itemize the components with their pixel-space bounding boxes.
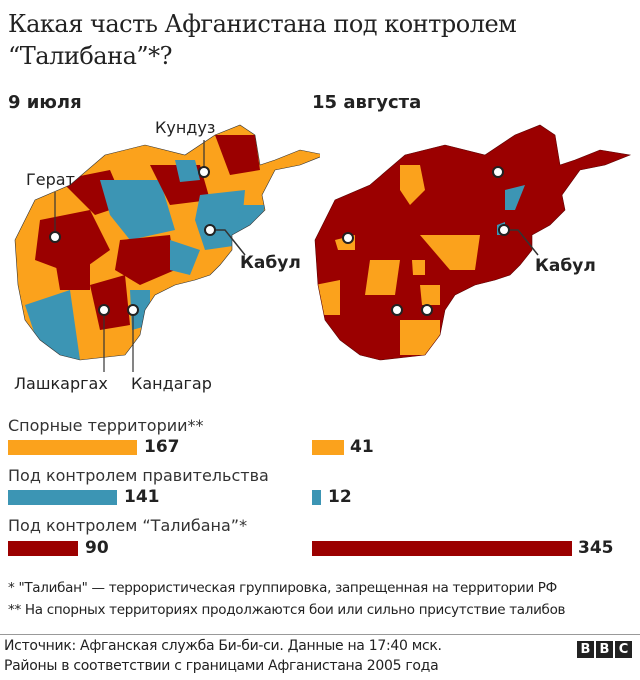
value-taliban-august: 345 bbox=[578, 538, 614, 558]
bar-contested-august bbox=[312, 440, 344, 455]
city-label-kabul-july: Кабул bbox=[240, 253, 301, 273]
bbc-logo-letter: B bbox=[596, 641, 613, 658]
city-label-lashkargah: Лашкаргах bbox=[14, 374, 108, 393]
date-august: 15 августа bbox=[312, 92, 422, 113]
source-line-1: Источник: Афганская служба Би-би-си. Дан… bbox=[4, 638, 442, 654]
bbc-logo-letter: B bbox=[577, 641, 594, 658]
city-marker-kabul-aug bbox=[498, 224, 510, 236]
bbc-logo-letter: C bbox=[615, 641, 632, 658]
source-line-2: Районы в соответствии с границами Афгани… bbox=[4, 658, 439, 674]
page-title: Какая часть Афганистана под контролем “Т… bbox=[8, 10, 517, 70]
divider bbox=[0, 634, 640, 635]
footnote-2: ** На спорных территориях продолжаются б… bbox=[8, 602, 566, 618]
value-contested-august: 41 bbox=[350, 437, 374, 457]
city-marker-kabul bbox=[204, 224, 216, 236]
value-government-august: 12 bbox=[328, 487, 352, 507]
map-july bbox=[14, 124, 320, 372]
legend-label-taliban: Под контролем “Талибана”* bbox=[8, 516, 248, 535]
city-label-kunduz: Кундуз bbox=[155, 118, 216, 137]
legend-label-government: Под контролем правительства bbox=[8, 466, 269, 485]
bbc-logo: B B C bbox=[577, 641, 632, 658]
value-taliban-july: 90 bbox=[85, 538, 109, 558]
footnote-1: * "Талибан" — террористическая группиров… bbox=[8, 580, 557, 596]
value-contested-july: 167 bbox=[144, 437, 180, 457]
date-july: 9 июля bbox=[8, 92, 82, 113]
bar-taliban-august bbox=[312, 541, 572, 556]
bar-government-july bbox=[8, 490, 117, 505]
city-marker-kunduz bbox=[198, 166, 210, 178]
city-label-kabul-august: Кабул bbox=[535, 256, 596, 276]
city-marker-kandahar bbox=[127, 304, 139, 316]
legend-label-contested: Спорные территории** bbox=[8, 416, 204, 435]
value-government-july: 141 bbox=[124, 487, 160, 507]
city-label-herat: Герат bbox=[26, 170, 75, 189]
city-marker-lashkargah bbox=[98, 304, 110, 316]
city-marker-herat bbox=[49, 231, 61, 243]
map-august bbox=[314, 124, 632, 361]
bar-government-august bbox=[312, 490, 321, 505]
bar-contested-july bbox=[8, 440, 137, 455]
bar-taliban-july bbox=[8, 541, 78, 556]
city-label-kandahar: Кандагар bbox=[131, 374, 212, 393]
